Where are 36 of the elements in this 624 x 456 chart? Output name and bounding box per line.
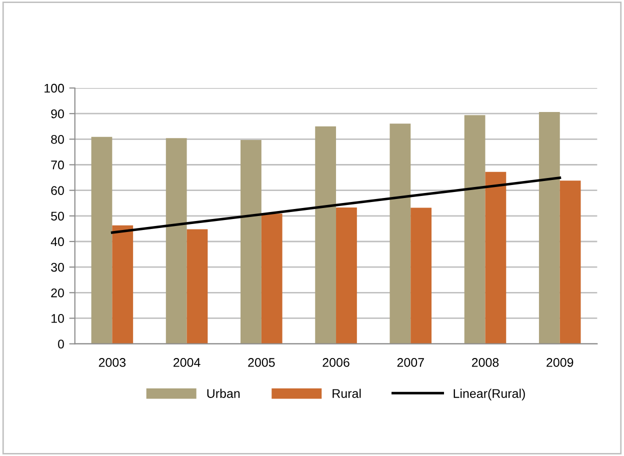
bar <box>261 214 282 344</box>
bar <box>390 124 411 344</box>
x-tick-label: 2007 <box>397 358 424 367</box>
y-tick-label: 80 <box>51 134 64 144</box>
bar <box>166 138 187 344</box>
x-tick-label: 2006 <box>322 358 350 367</box>
x-tick-label: 2004 <box>174 358 200 367</box>
y-tick-label: 20 <box>51 288 64 298</box>
legend-label: Urban <box>207 388 240 398</box>
y-tick-label: 50 <box>51 212 64 221</box>
y-tick-label: 0 <box>58 340 64 348</box>
bar <box>112 225 134 344</box>
x-tick-label: 2008 <box>472 358 499 367</box>
x-tick-label: 2005 <box>248 358 275 367</box>
bar <box>315 126 336 344</box>
legend-label: Linear(Rural) <box>454 388 525 400</box>
legend-label: Rural <box>332 388 361 398</box>
bar <box>410 208 432 344</box>
y-tick-label: 60 <box>51 186 64 195</box>
bar <box>538 112 560 344</box>
y-tick-label: 90 <box>51 109 64 118</box>
bar <box>485 172 506 344</box>
bar <box>560 180 581 344</box>
bar <box>336 207 357 344</box>
bar <box>240 140 262 344</box>
y-tick-label: 40 <box>50 237 64 246</box>
bar <box>91 136 112 344</box>
bar <box>464 115 486 344</box>
y-tick-label: 10 <box>52 314 64 323</box>
y-tick-label: 100 <box>44 84 64 93</box>
x-tick-label: 2009 <box>546 358 574 367</box>
y-tick-label: 30 <box>51 262 64 272</box>
line-series <box>110 176 562 234</box>
y-tick-label: 70 <box>51 160 64 170</box>
bar <box>186 229 208 344</box>
x-tick-label: 2003 <box>98 358 126 367</box>
